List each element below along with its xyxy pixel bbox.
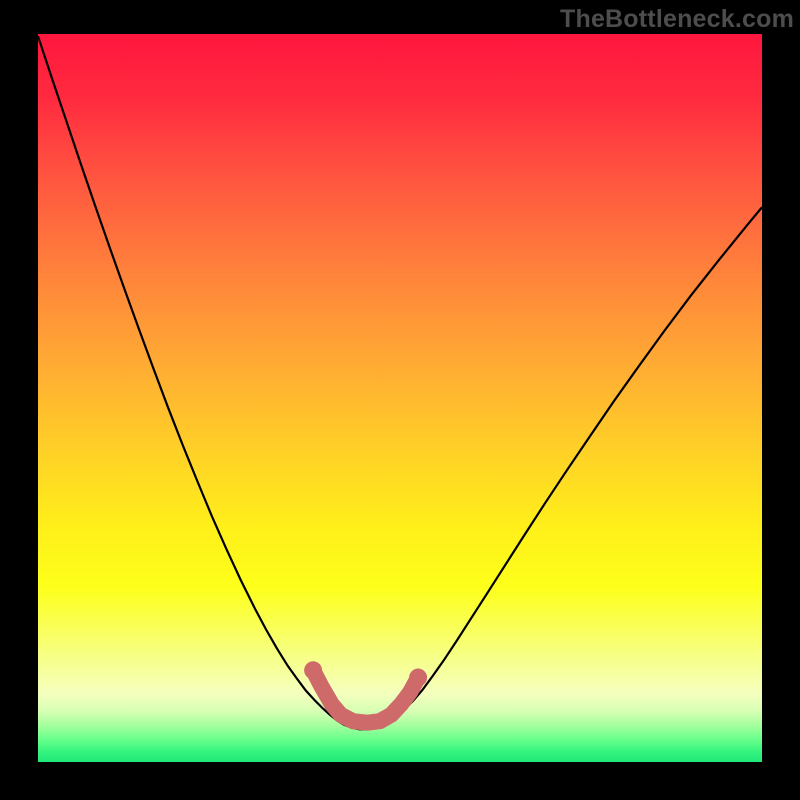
- bottleneck-chart: [0, 0, 800, 800]
- optimal-range-endpoint: [304, 661, 322, 679]
- plot-background: [38, 34, 762, 762]
- optimal-range-endpoint: [409, 669, 427, 687]
- watermark-text: TheBottleneck.com: [560, 5, 794, 34]
